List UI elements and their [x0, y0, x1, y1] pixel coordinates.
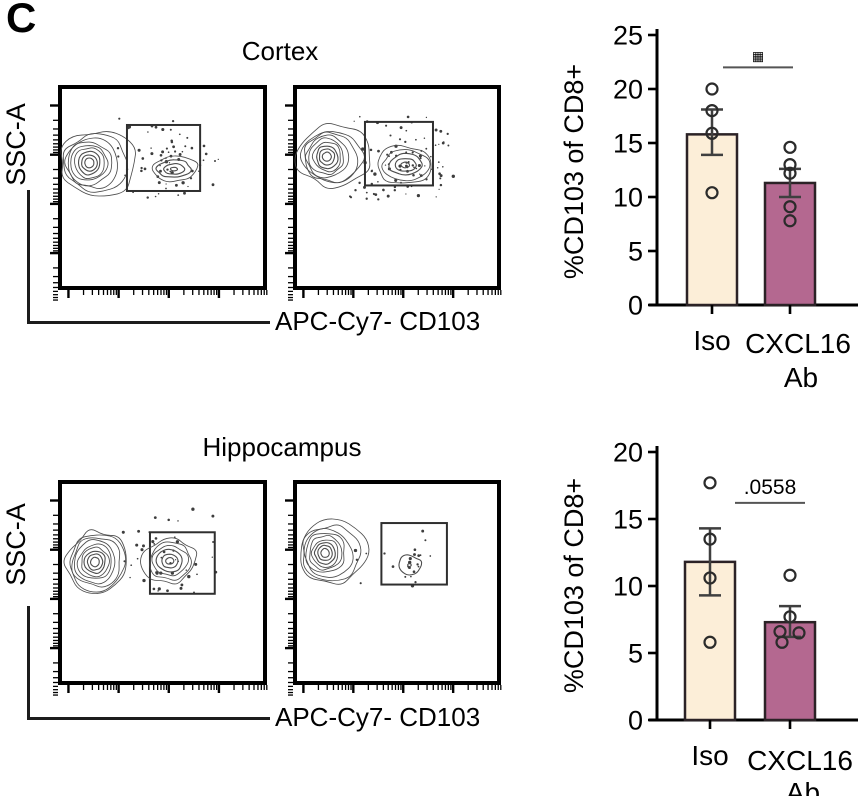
flow-plot-frame: [58, 85, 267, 290]
y-tick-label: 25: [613, 21, 643, 51]
y-tick-label: 20: [613, 438, 643, 468]
flow-plot-cortex-iso: [50, 85, 268, 301]
contour-population-main: [300, 518, 370, 585]
outer-axis-bracket-row1: [27, 190, 270, 324]
category-label: Iso: [693, 325, 730, 356]
data-points-1: [783, 140, 797, 228]
flow-axis-ticks: [285, 104, 502, 301]
data-points-0: [703, 476, 717, 649]
significance-label: ▦: [752, 48, 764, 63]
bar-1: [763, 181, 817, 307]
flow-axis-ticks: [50, 499, 268, 696]
flow-plot-frame: [293, 480, 501, 685]
hippocampus-title: Hippocampus: [202, 432, 362, 462]
y-tick-label: 0: [628, 706, 643, 736]
panel-label: C: [6, 0, 37, 41]
contour-population-main: [63, 529, 127, 594]
flow-plot-frame: [293, 85, 501, 290]
gate-rectangle: [380, 522, 448, 586]
apc-cy7-cd103-axis-label-row1: APC-Cy7- CD103: [275, 306, 481, 336]
data-points-1: [773, 568, 806, 649]
category-label: Ab: [784, 362, 818, 393]
ssc-a-axis-label-row2: SSC-A: [0, 503, 31, 586]
contour-population-gated: [377, 144, 432, 184]
significance-label: .0558: [744, 476, 797, 499]
cortex-title: Cortex: [241, 36, 319, 66]
category-label: CXCL16: [745, 328, 851, 359]
y-tick-label: 10: [613, 572, 643, 602]
y-tick-label: 15: [613, 129, 643, 159]
contour-population-gated: [398, 554, 423, 576]
y-tick-label: 20: [613, 75, 643, 105]
category-label: CXCL16: [747, 745, 853, 776]
bar-chart-ylabel-hippocampus: %CD103 of CD8+: [559, 477, 590, 693]
contour-population-gated: [140, 537, 198, 585]
y-tick-label: 0: [628, 291, 643, 321]
y-tick-label: 15: [613, 505, 643, 535]
bar-chart-ylabel-cortex: %CD103 of CD8+: [559, 63, 590, 279]
outer-axis-bracket-row2: [27, 606, 270, 720]
contour-population-gated: [151, 155, 199, 183]
category-label: Iso: [691, 740, 728, 771]
gate-rectangle: [363, 120, 434, 187]
flow-plot-frame: [58, 480, 267, 685]
gate-rectangle: [125, 123, 202, 192]
y-tick-label: 10: [613, 183, 643, 213]
flow-axis-ticks: [285, 499, 502, 696]
flow-axis-ticks: [50, 104, 268, 301]
flow-plot-cortex-cxcl16: [285, 85, 502, 301]
category-label: Ab: [786, 777, 820, 796]
error-bar-1: [779, 167, 801, 199]
y-tick-label: 5: [628, 639, 643, 669]
contour-population-main: [294, 123, 371, 190]
data-points-0: [705, 82, 719, 200]
flow-plot-hippocampus-cxcl16: [285, 480, 502, 696]
apc-cy7-cd103-axis-label-row2: APC-Cy7- CD103: [275, 702, 481, 732]
bar-0: [685, 133, 739, 307]
y-tick-label: 5: [628, 237, 643, 267]
flow-plot-hippocampus-iso: [50, 480, 268, 696]
